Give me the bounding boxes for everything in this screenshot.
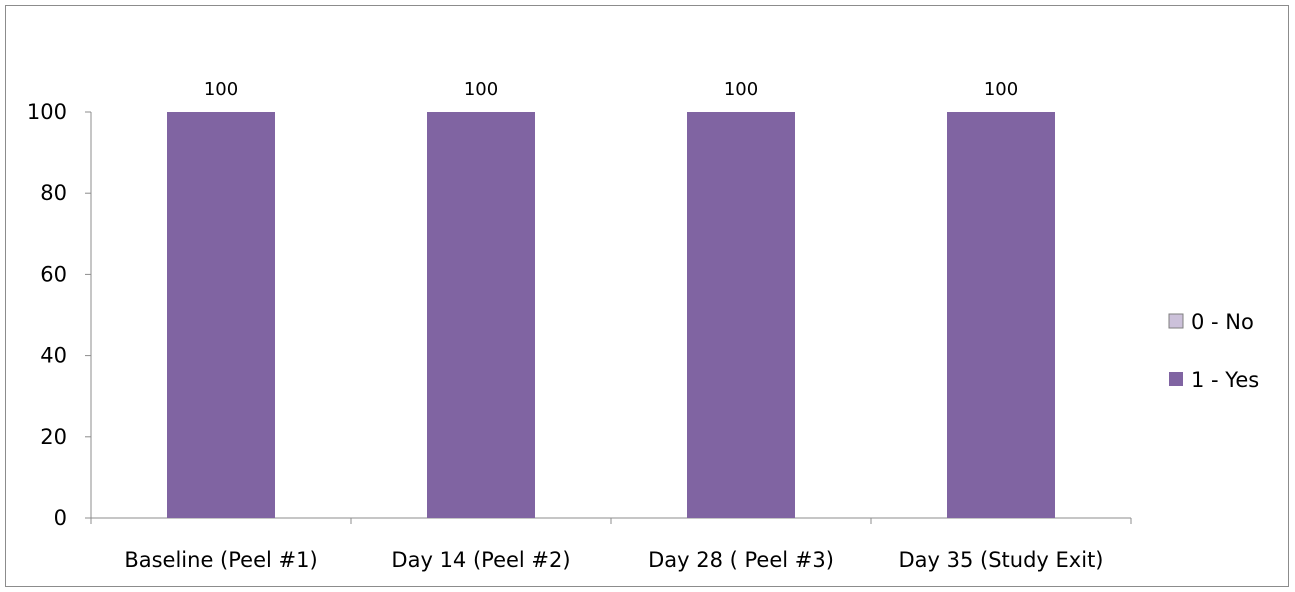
bar-yes — [687, 112, 795, 518]
data-label: 100 — [724, 79, 758, 100]
bar-yes — [947, 112, 1055, 518]
y-tick-label: 80 — [40, 181, 67, 205]
bar-yes — [427, 112, 535, 518]
category-label: Day 14 (Peel #2) — [391, 548, 570, 572]
chart-frame — [5, 5, 1289, 587]
category-labels: Baseline (Peel #1) Day 14 (Peel #2) Day 28… — [124, 548, 1103, 572]
legend-label: 0 - No — [1191, 310, 1254, 334]
data-label: 100 — [204, 79, 238, 100]
y-tick-label: 100 — [27, 100, 67, 124]
legend-swatch — [1168, 313, 1184, 329]
legend-label: 1 - Yes — [1191, 368, 1259, 392]
category-label: Day 28 ( Peel #3) — [648, 548, 834, 572]
data-label: 100 — [984, 79, 1018, 100]
data-label: 100 — [464, 79, 498, 100]
y-tick-label: 40 — [40, 344, 67, 368]
legend: 0 - No 1 - Yes — [1168, 310, 1259, 392]
category-label: Day 35 (Study Exit) — [899, 548, 1104, 572]
bar-yes — [167, 112, 275, 518]
y-tick-label: 0 — [54, 506, 67, 530]
category-label: Baseline (Peel #1) — [124, 548, 317, 572]
y-axis-ticks: 0 20 40 60 80 100 — [27, 100, 91, 530]
bars — [167, 112, 1055, 518]
x-axis-ticks — [90, 518, 1132, 524]
data-labels: 100 100 100 100 — [204, 79, 1018, 100]
legend-swatch — [1169, 372, 1183, 386]
y-tick-label: 60 — [40, 262, 67, 286]
y-tick-label: 20 — [40, 425, 67, 449]
